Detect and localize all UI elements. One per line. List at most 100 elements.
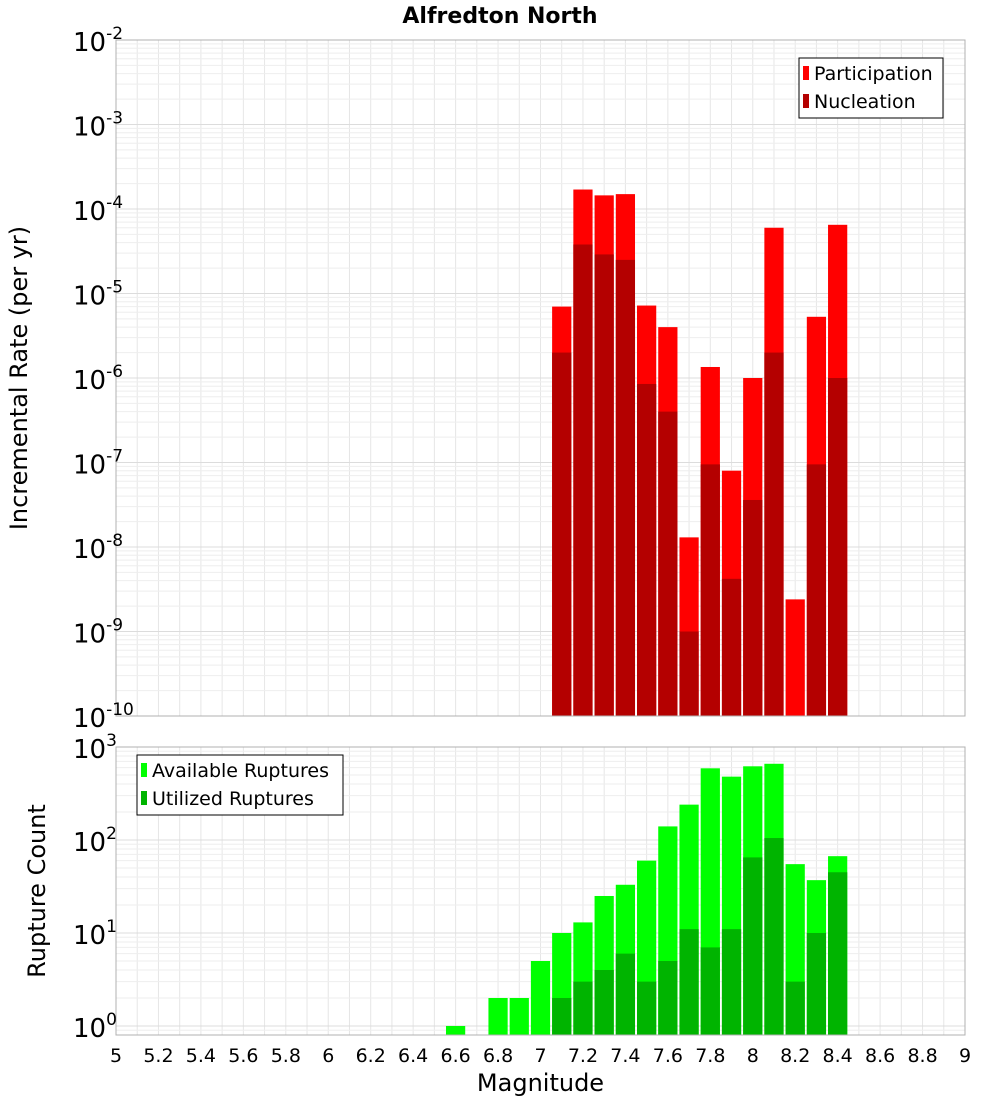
y-tick-exponent: -8 (106, 531, 123, 551)
x-tick-label: 6.6 (440, 1045, 470, 1067)
x-tick-label: 8.4 (823, 1045, 853, 1067)
bar (679, 929, 699, 1035)
y-tick-exponent: -4 (106, 193, 123, 213)
y-tick-base: 10 (73, 620, 106, 650)
bar (488, 997, 508, 1035)
legend-label: Utilized Ruptures (152, 788, 314, 810)
x-tick-label: 7 (534, 1045, 546, 1067)
bar (658, 960, 678, 1035)
y-tick-base: 10 (73, 366, 106, 396)
legend-label: Available Ruptures (152, 760, 329, 782)
bar (806, 464, 827, 716)
bar (806, 932, 827, 1035)
bar (828, 872, 848, 1035)
bar (658, 411, 678, 716)
y-tick-label: 100 (73, 1010, 117, 1044)
y-tick-base: 10 (73, 113, 106, 143)
legend-swatch (141, 763, 147, 777)
y-tick-exponent: -7 (106, 447, 123, 467)
y-tick-exponent: 0 (106, 1010, 117, 1030)
y-tick-base: 10 (73, 282, 106, 312)
y-tick-base: 10 (73, 28, 106, 58)
bar (764, 838, 784, 1035)
bar (552, 352, 572, 716)
bar (615, 953, 636, 1035)
y-tick-base: 10 (73, 704, 106, 734)
bar (785, 981, 805, 1035)
y-tick-label: 10-8 (73, 531, 123, 565)
y-tick-exponent: -10 (106, 700, 134, 720)
x-tick-label: 7.4 (610, 1045, 640, 1067)
y-axis-label: Incremental Rate (per yr) (5, 226, 33, 530)
y-tick-base: 10 (73, 535, 106, 565)
x-axis-ticks: 5 5.2 5.4 5.6 5.8 6 6.2 6.4 6.6 6.8 7 7.2 7.4 7.6 7.8 8… (110, 1045, 971, 1067)
rate-panel: 10-1010-910-810-710-610-510-410-310-2Inc… (5, 4, 966, 734)
x-tick-label: 6 (322, 1045, 334, 1067)
x-tick-label: 5.4 (186, 1045, 216, 1067)
x-tick-label: 8 (747, 1045, 759, 1067)
bar (743, 857, 763, 1035)
bar (445, 1025, 466, 1035)
x-tick-label: 5.8 (271, 1045, 301, 1067)
bar (743, 499, 763, 716)
y-tick-base: 10 (73, 828, 106, 858)
x-tick-label: 7.8 (695, 1045, 725, 1067)
y-tick-exponent: -6 (106, 362, 123, 382)
y-tick-exponent: -5 (106, 278, 123, 298)
bar (828, 378, 848, 716)
y-tick-label: 10-7 (73, 447, 123, 481)
bar (785, 599, 805, 716)
bar (721, 929, 742, 1035)
x-tick-label: 6.4 (398, 1045, 428, 1067)
bar (530, 960, 551, 1035)
bar (594, 254, 614, 716)
y-axis-label: Rupture Count (23, 804, 51, 978)
legend-label: Nucleation (814, 91, 916, 113)
chart-title: Alfredton North (402, 4, 597, 29)
y-tick-exponent: 3 (106, 731, 117, 751)
y-tick-exponent: 1 (106, 917, 117, 937)
y-tick-base: 10 (73, 921, 106, 951)
y-tick-base: 10 (73, 735, 106, 765)
x-tick-label: 5 (110, 1045, 122, 1067)
y-tick-label: 10-3 (73, 109, 123, 143)
legend-label: Participation (814, 63, 933, 85)
x-tick-label: 5.6 (228, 1045, 258, 1067)
legend-swatch (141, 791, 147, 805)
bar (721, 578, 742, 716)
y-tick-label: 10-9 (73, 616, 123, 650)
legend-swatch (803, 94, 809, 108)
bar (764, 352, 784, 716)
y-tick-label: 102 (73, 824, 117, 858)
bar (679, 631, 699, 716)
series-utilized-ruptures (552, 838, 848, 1035)
x-tick-label: 7.2 (568, 1045, 598, 1067)
x-tick-label: 6.2 (356, 1045, 386, 1067)
series-nucleation (552, 244, 848, 716)
plot-border (115, 746, 966, 1036)
y-tick-exponent: -9 (106, 616, 123, 636)
y-tick-base: 10 (73, 1014, 106, 1044)
x-tick-label: 8.8 (907, 1045, 937, 1067)
x-tick-label: 8.6 (865, 1045, 895, 1067)
legend: Participation Nucleation (798, 57, 944, 119)
y-tick-exponent: -3 (106, 109, 123, 129)
y-tick-label: 101 (73, 917, 117, 951)
x-tick-label: 7.6 (653, 1045, 683, 1067)
y-tick-label: 10-10 (73, 700, 134, 734)
bar (509, 997, 529, 1035)
bar (700, 464, 720, 716)
bar (637, 981, 657, 1035)
y-tick-label: 10-5 (73, 278, 123, 312)
plot-border (115, 39, 966, 717)
y-tick-exponent: 2 (106, 824, 117, 844)
y-tick-label: 10-2 (73, 24, 123, 58)
bar (552, 997, 572, 1035)
x-axis-label: Magnitude (477, 1069, 604, 1097)
x-tick-label: 5.2 (143, 1045, 173, 1067)
y-tick-base: 10 (73, 451, 106, 481)
bar (573, 981, 593, 1035)
